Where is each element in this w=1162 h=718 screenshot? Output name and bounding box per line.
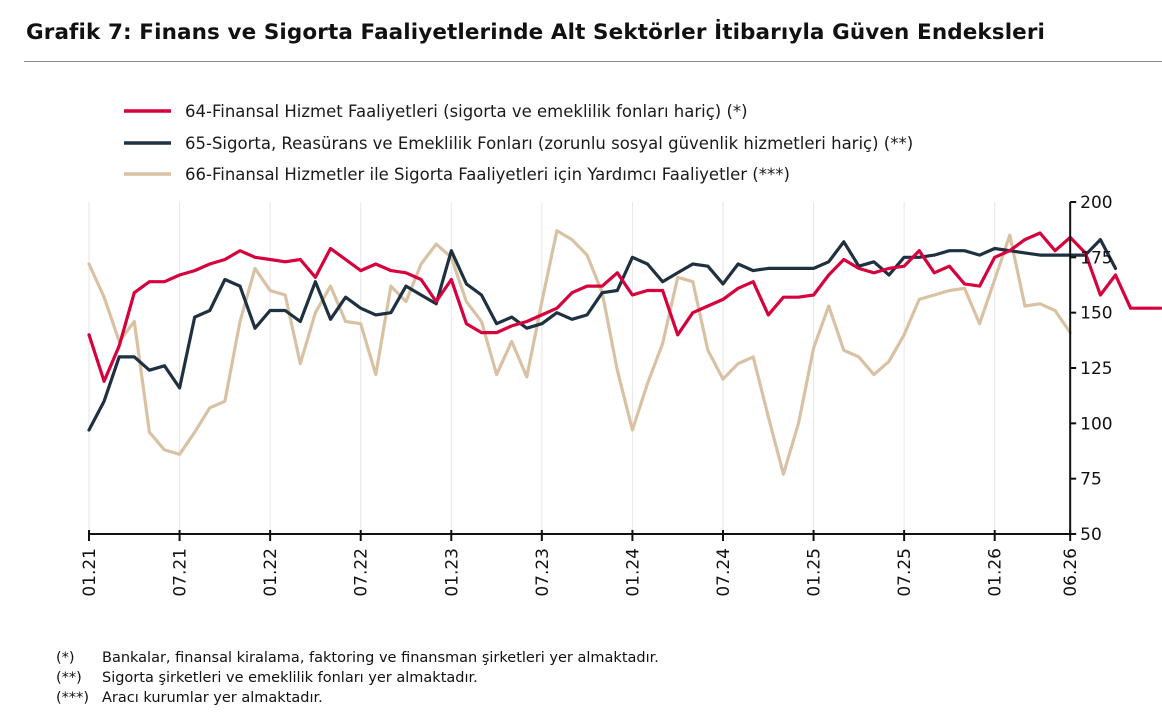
x-tick-label: 07.25 [895,548,915,597]
footnote-text: Sigorta şirketleri ve emeklilik fonları … [102,670,478,686]
chart: 01.21 07.21 01.22 07.22 01.23 07.23 01.24 07.24… [80,102,1162,597]
y-tick-label: 100 [1080,414,1112,434]
x-tick-label: 01.24 [623,548,643,597]
y-tick-label: 150 [1080,304,1112,324]
series-line-66 [87,229,1072,476]
legend-label: 64-Finansal Hizmet Faaliyetleri (sigorta… [185,102,748,121]
footnote-mark: (**) [56,670,82,686]
x-tick-label: 01.25 [805,548,825,597]
footnote-text: Bankalar, finansal kiralama, faktoring v… [102,650,659,666]
footnote: (***) Aracı kurumlar yer almaktadır. [56,688,659,708]
footnotes: (*) Bankalar, finansal kiralama, faktori… [56,648,659,708]
series-line-64 [87,231,1162,383]
x-tick-label: 01.22 [261,548,281,597]
y-tick-label: 200 [1080,193,1112,213]
y-tick-label: 50 [1080,525,1102,545]
x-tick-label: 07.23 [533,548,553,597]
y-tick-label: 75 [1080,470,1102,490]
x-tick-label: 01.23 [442,548,462,597]
y-tick-label: 125 [1080,359,1112,379]
footnote-text: Aracı kurumlar yer almaktadır. [102,690,323,706]
x-tick-label: 01.21 [80,548,100,597]
legend-label: 66-Finansal Hizmetler ile Sigorta Faaliy… [185,165,790,184]
series-line-65 [87,238,1118,432]
footnote: (*) Bankalar, finansal kiralama, faktori… [56,648,659,668]
axes: 01.21 07.21 01.22 07.22 01.23 07.23 01.24 07.24… [80,193,1113,597]
x-tick-label: 07.21 [171,548,191,597]
x-tick-label: 01.26 [986,548,1006,597]
footnote: (**) Sigorta şirketleri ve emeklilik fon… [56,668,659,688]
legend: 64-Finansal Hizmet Faaliyetleri (sigorta… [124,102,913,184]
chart-title: Grafik 7: Finans ve Sigorta Faaliyetleri… [26,20,1046,45]
series-lines [87,229,1162,476]
x-tick-label: 07.22 [352,548,372,597]
y-tick-label: 175 [1080,248,1112,268]
x-tick-label: 07.24 [714,548,734,597]
title-divider [24,61,1162,62]
footnote-mark: (*) [56,650,75,666]
footnote-mark: (***) [56,690,90,706]
legend-label: 65-Sigorta, Reasürans ve Emeklilik Fonla… [185,134,913,153]
x-tick-label: 06.26 [1061,548,1081,597]
